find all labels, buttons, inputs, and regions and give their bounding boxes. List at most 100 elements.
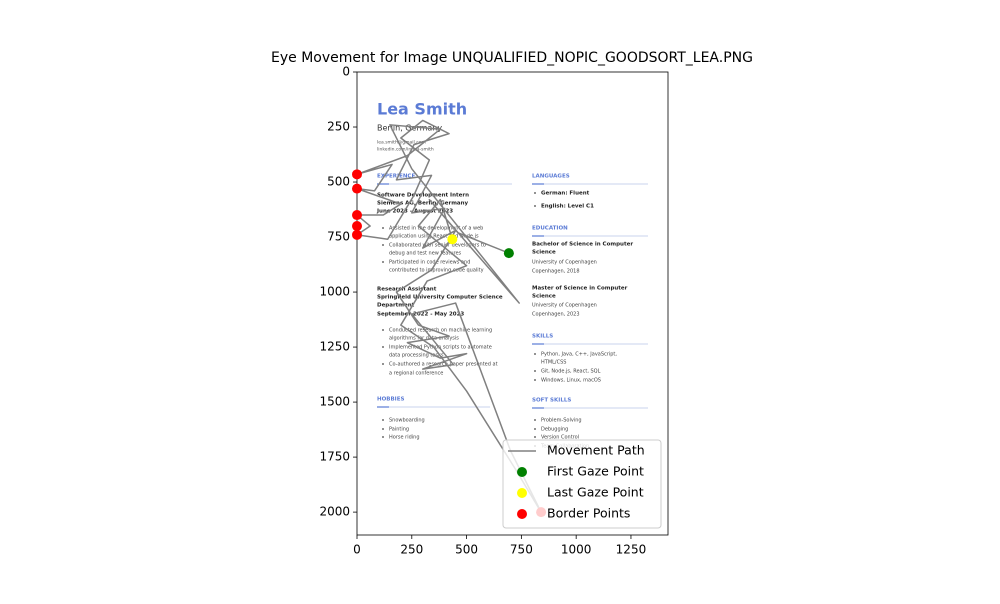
y-tick-label: 1500 [319,395,350,409]
legend-swatch [517,509,527,519]
bullet [382,244,384,246]
bullet [534,419,536,421]
legend-label: Movement Path [547,443,645,458]
resume-text: Master of Science in Computer [532,286,628,292]
y-tick-label: 1000 [319,285,350,299]
resume-text: Copenhagen, 2018 [532,269,580,275]
resume-text: Snowboarding [389,418,425,424]
y-tick-label: 1750 [319,450,350,464]
bullet [534,353,536,355]
resume-text: EXPERIENCE [377,174,415,180]
resume-text: LANGUAGES [532,174,570,180]
y-tick-label: 250 [327,120,350,134]
legend-box [502,439,662,529]
gaze-point [352,221,362,232]
x-tick-label: 1000 [561,543,592,557]
resume-text: University of Copenhagen [532,260,597,266]
x-tick-label: 0 [353,543,361,557]
resume-text: Co-authored a research paper presented a… [389,362,498,368]
axes-frame [356,71,669,536]
resume-text: German: Fluent [541,191,590,197]
bullet [534,205,536,207]
bullet [382,428,384,430]
resume-text: linkedin.com/in/lea-smith [377,147,434,153]
bullet [382,419,384,421]
resume-text: Science [532,294,556,300]
gaze-point [352,183,362,194]
resume-text: Conducted research on machine learning [389,328,492,334]
resume-text: Department [377,303,415,309]
legend-label: First Gaze Point [547,464,644,479]
resume-text: Lea Smith [377,100,467,119]
resume-text: Springfield University Computer Science [377,295,503,301]
resume-text: lea.smith@gmail.com [377,140,426,146]
resume-text: application using React and Node.js [389,234,479,240]
bullet [382,227,384,229]
x-tick-label: 750 [510,543,533,557]
bullet [382,261,384,263]
bullet [382,329,384,331]
bullet [534,192,536,194]
resume-text: Assisted in the development of a web [389,226,483,232]
bullet [534,370,536,372]
y-tick-label: 750 [327,230,350,244]
bullet [382,436,384,438]
gaze-point [352,210,362,221]
gaze-point [503,248,514,259]
resume-text: Siemens AG, Berlin, Germany [377,201,469,207]
x-tick-label: 500 [455,543,478,557]
resume-text: debug and test new features [389,251,462,257]
legend-label: Last Gaze Point [547,485,644,500]
resume-text: Problem-Solving [541,418,582,424]
resume-text: HOBBIES [377,397,404,403]
y-tick-label: 0 [342,65,350,79]
resume-text: University of Copenhagen [532,303,597,309]
resume-text: Research Assistant [377,287,437,293]
resume-text: SKILLS [532,334,553,340]
bullet [382,363,384,365]
bullet [534,428,536,430]
resume-text: English: Level C1 [541,204,594,210]
resume-text: Horse riding [389,435,420,441]
resume-text: Windows, Linux, macOS [541,378,601,384]
bullet [382,346,384,348]
bullet [534,436,536,438]
resume-text: EDUCATION [532,226,568,232]
y-tick-label: 1250 [319,340,350,354]
chart-title: Eye Movement for Image UNQUALIFIED_NOPIC… [271,50,753,66]
gaze-point [352,229,362,240]
resume-text: Version Control [541,435,579,441]
resume-text: Science [532,250,556,256]
x-tick-label: 1250 [616,543,647,557]
resume-text: Implemented Python scripts to automate [389,345,492,351]
resume-text: algorithms for data analysis [389,336,459,342]
resume-text: Debugging [541,427,568,433]
legend-swatch [517,467,527,477]
resume-text: Copenhagen, 2023 [532,312,580,318]
resume-text: June 2023 - August 2023 [376,209,453,215]
resume-text: Participated in code reviews and [389,260,470,266]
resume-text: Painting [389,427,409,433]
gaze-point [352,169,362,180]
resume-text: Collaborated with senior developers to [389,243,486,249]
bullet [534,379,536,381]
y-tick-label: 500 [327,175,350,189]
gaze-point [447,234,458,245]
resume-text: September 2022 - May 2023 [377,312,464,318]
resume-text: Git, Node.js, React, SQL [541,369,601,375]
y-tick-label: 2000 [319,505,350,519]
resume-text: Berlin, Germany [377,124,442,133]
x-tick-label: 250 [400,543,423,557]
resume-text: a regional conference [389,371,443,377]
resume-text: Bachelor of Science in Computer [532,242,633,248]
resume-text: SOFT SKILLS [532,398,571,404]
legend-swatch [517,488,527,498]
resume-text: Software Development Intern [377,193,469,199]
resume-text: HTML/CSS [541,360,566,366]
legend-label: Border Points [547,506,630,521]
resume-text: contributed to improving code quality [389,268,484,274]
resume-text: data processing tasks [389,353,444,359]
resume-text: Python, Java, C++, JavaScript, [541,352,617,358]
